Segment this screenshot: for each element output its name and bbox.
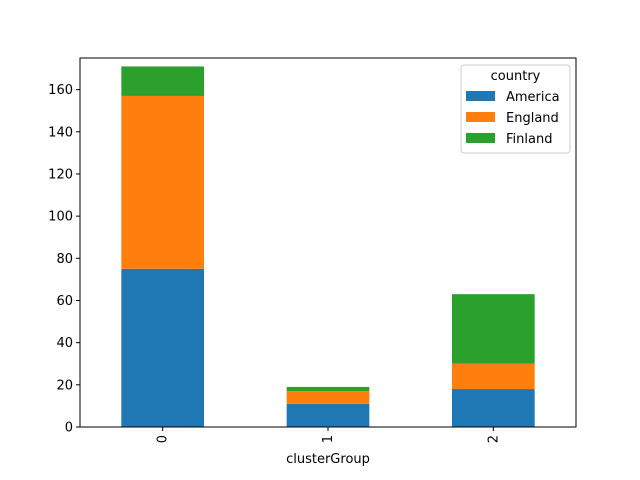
bar-america-1	[287, 404, 370, 427]
legend-label-finland: Finland	[506, 132, 552, 147]
bar-finland-0	[121, 66, 204, 96]
legend-title: country	[491, 69, 541, 84]
y-tick-label-20: 20	[56, 378, 73, 393]
legend-label-america: America	[506, 90, 560, 105]
legend: country America England Finland	[461, 65, 570, 153]
y-tick-label-140: 140	[48, 125, 73, 140]
x-tick-label-1: 1	[321, 435, 336, 443]
bar-finland-2	[452, 294, 535, 364]
y-tick-label-160: 160	[48, 83, 73, 98]
y-tick-label-60: 60	[56, 294, 73, 309]
legend-swatch-england	[466, 112, 495, 122]
y-tick-label-80: 80	[56, 252, 73, 267]
x-tick-label-0: 0	[156, 435, 171, 443]
bar-finland-1	[287, 387, 370, 391]
x-axis-label: clusterGroup	[286, 452, 370, 467]
legend-swatch-america	[466, 91, 495, 101]
legend-label-england: England	[506, 111, 559, 126]
bar-england-2	[452, 364, 535, 389]
x-axis: 0 1 2	[156, 427, 502, 443]
y-tick-label-120: 120	[48, 167, 73, 182]
bar-england-0	[121, 96, 204, 269]
legend-items: America England Finland	[466, 90, 560, 147]
y-tick-label-100: 100	[48, 210, 73, 225]
y-tick-label-40: 40	[56, 336, 73, 351]
bar-england-1	[287, 391, 370, 404]
x-tick-label-2: 2	[486, 435, 501, 443]
legend-swatch-finland	[466, 133, 495, 143]
y-tick-label-0: 0	[65, 421, 73, 436]
bar-america-0	[121, 269, 204, 427]
y-axis: 0 20 40 60 80 100 120 140 160	[48, 83, 80, 435]
bar-america-2	[452, 389, 535, 427]
